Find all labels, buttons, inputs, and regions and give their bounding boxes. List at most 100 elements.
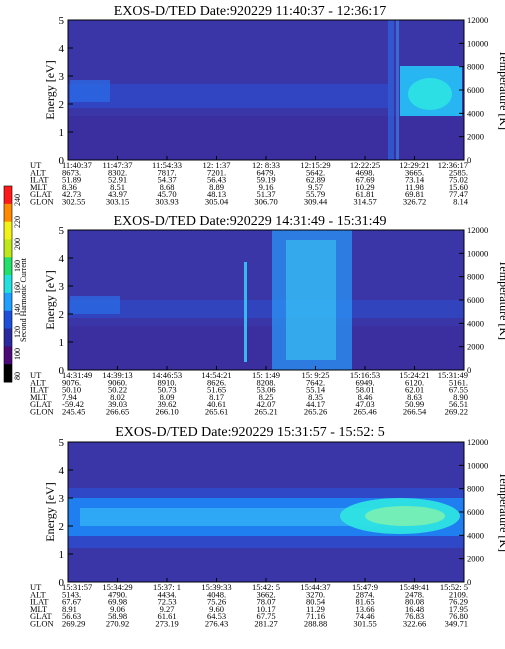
panel-2-row-value: 265.21 [254,407,277,417]
panel-3-row-value: 67.67 [62,597,81,607]
panel-2-row-value: 269.22 [445,407,468,417]
panel-3-row-value: 9.06 [110,604,125,614]
panel-2-row-value: 40.61 [207,399,226,409]
panel-2-row-value: 50.73 [157,385,176,395]
panel-1-row-value: 8.89 [209,182,224,192]
panel-1-row-value: 69.81 [405,189,424,199]
panel-2-row-value: 42.07 [256,399,275,409]
panel-3-row-value: 269.29 [62,619,85,629]
panel-2-title: EXOS-D/TED Date:920229 14:31:49 - 15:31:… [114,214,387,229]
panel-2-row-value: 56.51 [449,399,468,409]
panel-3-row-label: MLT [30,604,48,614]
panel-1-row-value: 42.73 [62,189,81,199]
panel-1-row-value: 48.13 [207,189,226,199]
panel-1-yticks: 0 1 2 3 4 5 [59,15,465,167]
panel-3-row-label: ALT [30,589,47,599]
panel-3-row-value: 276.43 [205,619,228,629]
panel-3-ytick-label: 5 [59,437,65,449]
colorbar-tick-label: 220 [13,216,22,228]
panel-1-y2tick-label: 0 [467,155,471,165]
panel-1-row-value: 12:15:29 [300,160,330,170]
panel-1-row-value: 12:22:25 [350,160,380,170]
panel-1-row-value: 45.70 [157,189,176,199]
panel-3-y2label: Temperature [K] [497,472,505,552]
panel-2-y2tick-label: 2000 [467,342,484,352]
panel-2: EXOS-D/TED Date:920229 14:31:49 - 15:31:… [30,214,505,417]
panel-2-row-value: 50.99 [405,399,424,409]
panel-2-row-value: 265.61 [205,407,228,417]
panel-2-row-value: 55.14 [306,385,326,395]
panel-3-row-value: 10.17 [256,604,275,614]
panel-1-ytick-label: 4 [59,43,65,55]
panel-3-y2tick-label: 12000 [467,437,488,447]
panel-2-burst-core [286,240,336,360]
panel-2-row-value: 7642. [306,377,325,387]
panel-2-row-value: 14:46:53 [152,370,182,380]
panel-2-ylabel: Energy [eV] [43,270,57,329]
panel-1-y2tick-label: 10000 [467,38,488,48]
panel-3-row-value: 81.65 [355,597,374,607]
panel-1-streak [388,20,394,160]
panel-1-band-start [70,80,110,102]
panel-3-row-value: 3662. [256,589,275,599]
panel-1-heatmap [68,20,464,160]
panel-3-row-value: 69.98 [108,597,127,607]
panel-3-row-value: 15:31:57 [62,582,92,592]
panel-2-row-value: 53.06 [256,385,275,395]
panel-3-y2tick-label: 6000 [467,507,484,517]
panel-2-row-value: 47.03 [355,399,374,409]
panel-1-row-value: 8.14 [453,197,469,207]
panel-1-row-value: 75.02 [449,175,468,185]
panel-1-row-value: 55.79 [306,189,325,199]
panel-2-row-value: 62.01 [405,385,424,395]
panel-1-y2tick-label: 8000 [467,62,484,72]
panel-1: EXOS-D/TED Date:920229 11:40:37 - 12:36:… [30,4,505,207]
panel-1-row-value: 7817. [157,167,176,177]
panel-3-row-value: 15:47:9 [352,582,378,592]
panel-1-ephemeris: UT 11:40:37 11:47:37 11:54:33 12: 1:37 12: 8:… [30,160,469,207]
colorbar-tick-label: 80 [13,372,22,380]
colorbar-tick-label: 140 [13,304,22,316]
colorbar-swatch [4,257,12,276]
panel-1-row-value: 51.37 [256,189,275,199]
colorbar-swatch [4,221,12,240]
panel-2-y2tick-label: 12000 [467,225,488,235]
panel-3-row-value: 15:42: 5 [252,582,280,592]
panel-2-band-start [70,296,120,314]
panel-1-row-value: 77.47 [449,189,468,199]
panel-2-ytick-label: 0 [59,365,65,377]
panel-1-row-value: 8.51 [110,182,125,192]
panel-2-band-low [68,326,464,370]
panel-3-y2tick-label: 8000 [467,484,484,494]
panel-2-y2tick-label: 10000 [467,248,488,258]
panel-2-row-value: -59.42 [62,399,84,409]
panel-1-row-value: 52.91 [108,175,127,185]
panel-2-row-value: 8208. [256,377,275,387]
panel-2-row-value: 5161. [449,377,468,387]
panel-2-row-value: 8.90 [453,392,468,402]
panel-3-row-value: 71.16 [306,611,325,621]
panel-3-row-value: 349.71 [445,619,468,629]
panel-1-row-label: GLAT [30,189,53,199]
panel-2-row-value: 8.25 [259,392,274,402]
panel-3-ytick-label: 2 [59,521,65,533]
panel-3-row-value: 15:52: 5 [440,582,468,592]
panel-2-y2tick-label: 8000 [467,272,484,282]
panel-3-yticks: 0 1 2 3 4 5 [59,437,465,589]
panel-2-row-value: 8.63 [407,392,422,402]
panel-1-row-value: 309.44 [304,197,328,207]
colorbar-tick-label: 100 [13,348,22,360]
panel-2-y2ticks: 0 2000 4000 6000 8000 10000 12000 [459,225,488,375]
panel-2-row-value: 14:54:21 [201,370,231,380]
colorbar-swatch [4,310,12,330]
colorbar-swatch [4,239,12,258]
panel-3-row-value: 9.27 [160,604,175,614]
panel-2-row-value: 8910. [157,377,176,387]
panel-1-row-value: 2585. [449,167,468,177]
panel-2-heatmap [68,230,464,370]
panel-3-row-value: 15:37: 1 [153,582,181,592]
panel-3-ytick-label: 0 [59,577,65,589]
panel-3-row-value: 2109. [449,589,468,599]
panel-3-row-value: 15:34:29 [102,582,132,592]
